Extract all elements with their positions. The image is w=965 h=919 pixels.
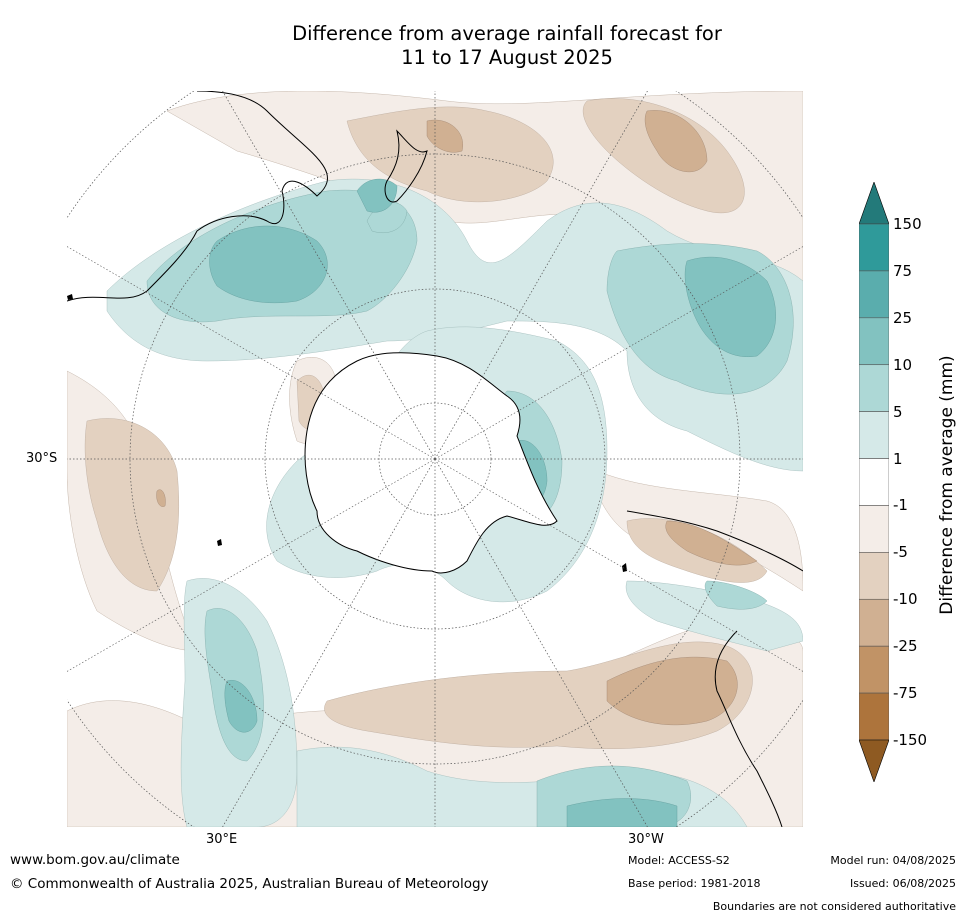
colorbar-tick-label: 25 (893, 308, 913, 327)
chart-title: Difference from average rainfall forecas… (0, 22, 965, 70)
south-america-coast (714, 630, 783, 827)
new-zealand (384, 129, 428, 203)
colorbar-segment (859, 270, 889, 319)
island (217, 539, 222, 546)
footer-website: www.bom.gov.au/climate (10, 852, 180, 868)
africa-coast (626, 510, 803, 572)
title-line-2: 11 to 17 August 2025 (401, 46, 613, 69)
colorbar-segment (859, 505, 889, 553)
colorbar-segment (859, 645, 889, 694)
lon-label-30e: 30°E (206, 832, 238, 847)
colorbar-tick-label: 75 (893, 261, 913, 280)
colorbar-tick-label: -10 (893, 590, 918, 609)
footer-model: Model: ACCESS-S2 (628, 854, 730, 867)
map-canvas (67, 91, 803, 827)
colorbar-tick-label: -75 (893, 684, 918, 703)
colorbar-segment (859, 317, 889, 366)
drier-dark-regions (156, 110, 758, 726)
colorbar-tick-label: -150 (893, 731, 928, 749)
island (622, 563, 627, 572)
antarctica (304, 352, 558, 574)
colorbar-segment (859, 552, 889, 600)
colorbar-tick-label: -1 (893, 496, 908, 515)
island (67, 294, 73, 300)
colorbar-segment (859, 411, 889, 459)
colorbar-tick-label: 1 (893, 449, 903, 468)
colorbar (859, 182, 889, 782)
colorbar-tick-label: 10 (893, 355, 913, 374)
footer-copyright: © Commonwealth of Australia 2025, Austra… (10, 876, 489, 892)
footer-issued: Issued: 06/08/2025 (849, 877, 956, 890)
colorbar-tick-label: 150 (893, 215, 922, 233)
footer-disclaimer: Boundaries are not considered authoritat… (712, 900, 956, 913)
colorbar-segment (859, 364, 889, 412)
colorbar-segment (859, 598, 889, 647)
colorbar-tick-label: -25 (893, 637, 918, 656)
colorbar-extend-bottom (859, 739, 889, 782)
colorbar-segment (859, 223, 889, 272)
footer-model-run: Model run: 04/08/2025 (830, 854, 956, 867)
footer-base-period: Base period: 1981-2018 (628, 877, 761, 890)
colorbar-tick-label: -5 (893, 543, 908, 562)
australia-coast (67, 91, 328, 302)
colorbar-segment (859, 458, 889, 506)
colorbar-tick-label: 5 (893, 402, 903, 421)
colorbar-segment (859, 692, 889, 741)
graticule (67, 91, 803, 827)
colorbar-label: Difference from average (mm) (937, 355, 957, 615)
lat-label-30s: 30°S (26, 451, 58, 466)
colorbar-extend-top (859, 182, 889, 225)
polar-rainfall-map (67, 91, 803, 827)
lon-label-30w: 30°W (628, 832, 664, 847)
title-line-1: Difference from average rainfall forecas… (292, 22, 722, 45)
